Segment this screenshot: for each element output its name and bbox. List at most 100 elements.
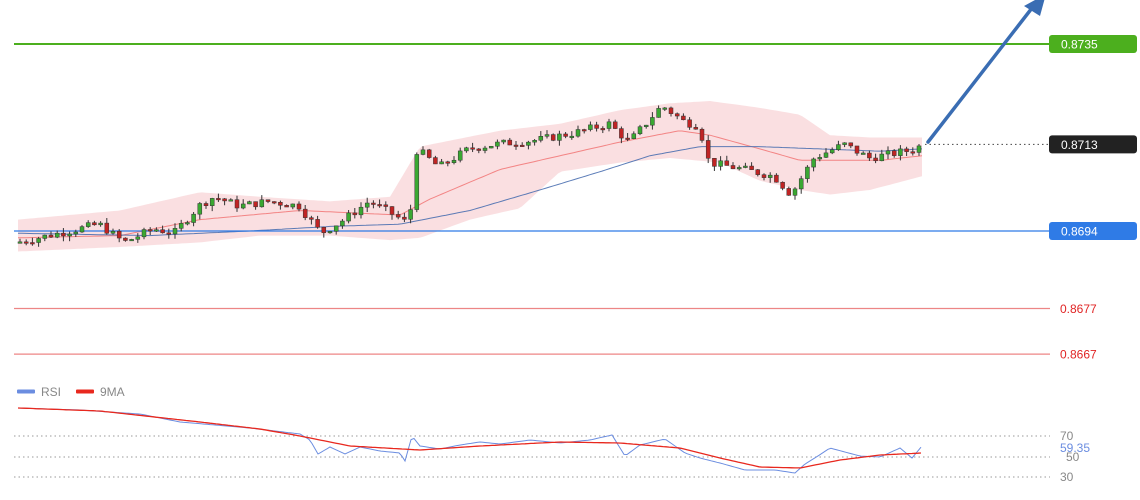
candle xyxy=(61,228,66,242)
candle-body xyxy=(222,198,227,202)
candle-body xyxy=(457,150,463,161)
candle xyxy=(854,145,860,156)
ma-legend-label: 9MA xyxy=(100,385,125,399)
candle xyxy=(284,204,289,208)
price-levels xyxy=(14,43,1050,355)
candle xyxy=(904,146,909,156)
candle xyxy=(178,219,184,232)
candle-body xyxy=(85,222,91,227)
candle-body xyxy=(302,208,308,218)
candle-body xyxy=(867,152,872,159)
candle-body xyxy=(904,148,909,152)
candle xyxy=(811,157,816,172)
candle-body xyxy=(67,233,72,237)
candle-body xyxy=(482,147,488,151)
candle xyxy=(147,227,153,236)
candle xyxy=(197,202,203,220)
candle xyxy=(513,141,519,150)
candle-body xyxy=(383,204,389,207)
candle xyxy=(718,156,723,171)
forecast-arrow-shaft xyxy=(926,6,1034,144)
candle xyxy=(129,238,134,242)
candle-body xyxy=(488,145,494,149)
candle xyxy=(575,125,581,138)
candle xyxy=(395,210,401,220)
candle-body xyxy=(817,157,823,160)
candle xyxy=(302,204,308,221)
candle-body xyxy=(54,232,60,238)
candle xyxy=(643,124,649,129)
candle-body xyxy=(650,117,655,126)
candle-body xyxy=(346,212,351,222)
candle-body xyxy=(172,228,178,235)
candle xyxy=(358,202,364,219)
candle xyxy=(668,106,674,117)
candle xyxy=(240,199,246,210)
candle xyxy=(488,145,494,149)
candle-body xyxy=(98,222,103,226)
rsi-level-30: 30 xyxy=(1060,470,1074,484)
candle xyxy=(867,150,872,161)
candle xyxy=(637,124,643,136)
candle xyxy=(501,139,506,145)
level-badge-0.8713 xyxy=(1049,135,1137,154)
candle-body xyxy=(891,150,897,156)
candle xyxy=(309,215,314,225)
candle xyxy=(619,126,624,144)
candle xyxy=(557,130,562,146)
candle-body xyxy=(290,203,296,208)
candle xyxy=(470,142,475,153)
candle-body xyxy=(910,151,916,154)
candle xyxy=(817,154,823,162)
rsi-legend-swatch xyxy=(17,389,35,394)
candle xyxy=(910,147,916,156)
candle-body xyxy=(513,144,519,147)
candle-body xyxy=(352,212,358,216)
candle xyxy=(482,145,488,154)
candle-body xyxy=(724,160,730,166)
candle-body xyxy=(495,141,500,147)
level-badge-0.8735 xyxy=(1049,35,1137,53)
bollinger-bands xyxy=(18,101,922,252)
candle xyxy=(743,162,748,169)
candle-body xyxy=(563,133,568,137)
candle xyxy=(774,173,779,183)
candle-body xyxy=(240,203,246,209)
candle-body xyxy=(433,157,438,165)
candle-body xyxy=(414,154,420,210)
candle xyxy=(352,207,358,219)
candle-body xyxy=(333,225,339,232)
candle xyxy=(426,148,432,159)
candle-body xyxy=(92,222,97,226)
candle-body xyxy=(767,174,773,178)
rsi-ma-line xyxy=(17,407,922,469)
candle-body xyxy=(662,107,668,110)
candle-body xyxy=(761,174,767,178)
candle xyxy=(873,153,878,164)
forecast-arrow xyxy=(926,0,1045,144)
candle-body xyxy=(36,238,41,243)
candle xyxy=(290,203,296,210)
candle-body xyxy=(129,239,134,242)
candle-body xyxy=(278,201,283,206)
candle-body xyxy=(160,229,165,234)
candle-body xyxy=(321,227,327,234)
candle xyxy=(154,227,159,232)
candle-body xyxy=(191,213,196,223)
candle xyxy=(563,132,568,139)
candle xyxy=(836,140,841,151)
candle-body xyxy=(501,139,506,143)
candle-body xyxy=(823,152,829,158)
candle-body xyxy=(699,128,705,141)
candle-body xyxy=(327,231,333,234)
candle xyxy=(160,225,165,234)
candle-body xyxy=(774,174,779,183)
candle xyxy=(172,223,178,239)
candle-body xyxy=(507,139,513,146)
candle-body xyxy=(780,181,785,189)
candle-body xyxy=(749,165,754,170)
candle-body xyxy=(420,149,426,155)
candle xyxy=(141,227,147,240)
candle xyxy=(532,139,537,146)
